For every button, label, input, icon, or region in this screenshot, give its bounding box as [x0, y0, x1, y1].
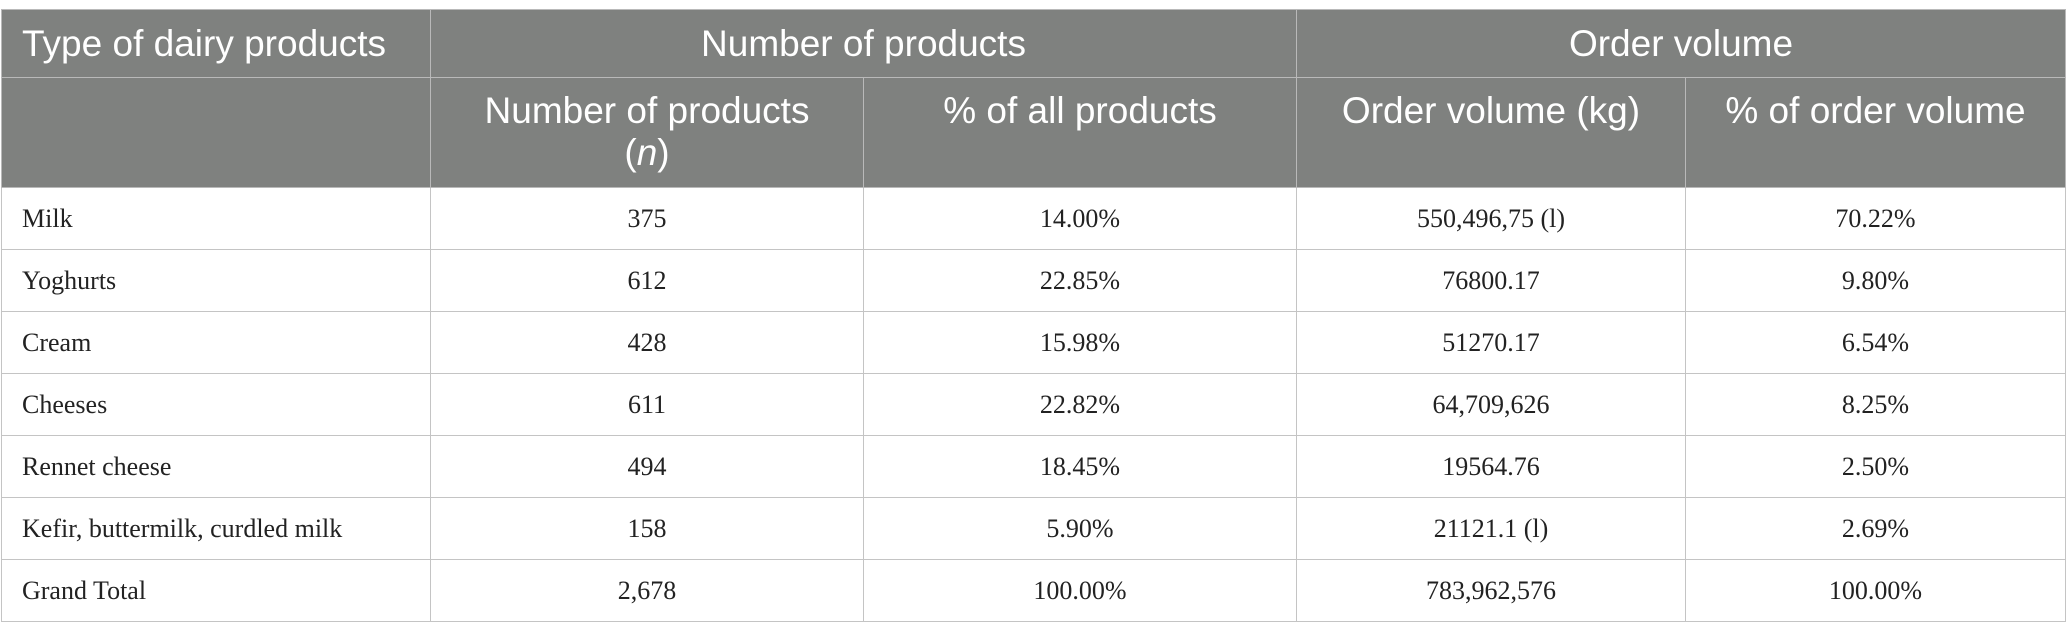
cell-product-count: 611	[430, 373, 864, 436]
cell-order-volume: 783,962,576	[1296, 559, 1686, 622]
cell-pct-volume: 8.25%	[1684, 373, 2067, 436]
cell-order-volume: 76800.17	[1296, 249, 1686, 312]
cell-pct-volume: 2.69%	[1684, 497, 2067, 560]
header-empty-cell	[1, 77, 431, 188]
cell-product-type: Milk	[1, 187, 431, 250]
cell-pct-products: 14.00%	[863, 187, 1297, 250]
cell-product-type: Cheeses	[1, 373, 431, 436]
header-number-of-products-n: Number of products (n)	[430, 77, 864, 188]
cell-order-volume: 51270.17	[1296, 311, 1686, 374]
cell-pct-volume: 100.00%	[1684, 559, 2067, 622]
header-row-subcolumns: Number of products (n) % of all products …	[1, 77, 2067, 188]
table-row: Kefir, buttermilk, curdled milk 158 5.90…	[1, 497, 2067, 560]
cell-order-volume: 21121.1 (l)	[1296, 497, 1686, 560]
cell-order-volume: 19564.76	[1296, 435, 1686, 498]
header-row-groups: Type of dairy products Number of product…	[1, 9, 2067, 78]
cell-product-count: 428	[430, 311, 864, 374]
cell-pct-products: 5.90%	[863, 497, 1297, 560]
header-count-italic-n: n	[636, 132, 658, 173]
cell-pct-products: 100.00%	[863, 559, 1297, 622]
header-order-volume-kg: Order volume (kg)	[1296, 77, 1686, 188]
header-group-order-volume: Order volume	[1295, 9, 2067, 78]
cell-product-count: 2,678	[430, 559, 864, 622]
table-header: Type of dairy products Number of product…	[1, 9, 2067, 188]
dairy-products-table: Type of dairy products Number of product…	[1, 9, 2067, 622]
cell-product-type: Cream	[1, 311, 431, 374]
cell-pct-volume: 70.22%	[1684, 187, 2067, 250]
cell-order-volume: 550,496,75 (l)	[1296, 187, 1686, 250]
header-group-number-of-products: Number of products	[430, 9, 1297, 78]
cell-pct-volume: 9.80%	[1684, 249, 2067, 312]
cell-pct-products: 18.45%	[863, 435, 1297, 498]
header-count-label: Number of products	[484, 90, 810, 131]
header-pct-of-order-volume: % of order volume	[1684, 77, 2067, 188]
cell-pct-volume: 6.54%	[1684, 311, 2067, 374]
cell-order-volume: 64,709,626	[1296, 373, 1686, 436]
table-body: Milk 375 14.00% 550,496,75 (l) 70.22% Yo…	[1, 187, 2067, 622]
cell-product-type: Rennet cheese	[1, 435, 431, 498]
header-type-of-dairy-products: Type of dairy products	[1, 9, 431, 78]
cell-product-type: Kefir, buttermilk, curdled milk	[1, 497, 431, 560]
table-row: Cheeses 611 22.82% 64,709,626 8.25%	[1, 373, 2067, 436]
table-row: Cream 428 15.98% 51270.17 6.54%	[1, 311, 2067, 374]
table-row: Milk 375 14.00% 550,496,75 (l) 70.22%	[1, 187, 2067, 250]
cell-product-type: Grand Total	[1, 559, 431, 622]
cell-product-count: 612	[430, 249, 864, 312]
cell-product-type: Yoghurts	[1, 249, 431, 312]
cell-product-count: 375	[430, 187, 864, 250]
cell-product-count: 158	[430, 497, 864, 560]
cell-product-count: 494	[430, 435, 864, 498]
cell-pct-volume: 2.50%	[1684, 435, 2067, 498]
cell-pct-products: 22.85%	[863, 249, 1297, 312]
cell-pct-products: 22.82%	[863, 373, 1297, 436]
header-pct-of-all-products: % of all products	[863, 77, 1297, 188]
cell-pct-products: 15.98%	[863, 311, 1297, 374]
table-row: Yoghurts 612 22.85% 76800.17 9.80%	[1, 249, 2067, 312]
table-row-grand-total: Grand Total 2,678 100.00% 783,962,576 10…	[1, 559, 2067, 622]
table-row: Rennet cheese 494 18.45% 19564.76 2.50%	[1, 435, 2067, 498]
